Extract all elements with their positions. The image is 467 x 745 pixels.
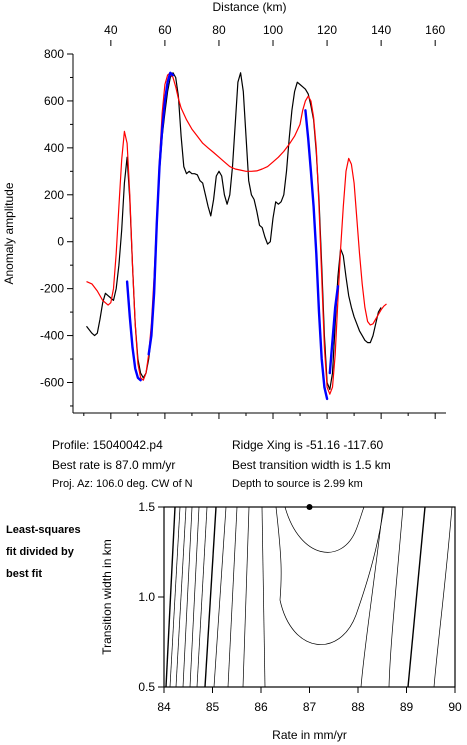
contour-line bbox=[165, 506, 176, 688]
best-fit-marker bbox=[306, 504, 313, 510]
x-tick-label: 85 bbox=[206, 700, 220, 714]
fit-segment bbox=[125, 280, 142, 382]
contour-line bbox=[175, 506, 187, 688]
x-axis-title: Rate in mm/yr bbox=[272, 728, 347, 742]
contour-line bbox=[227, 506, 238, 688]
x-axis-title: Distance (km) bbox=[212, 0, 286, 14]
contour-line bbox=[360, 506, 384, 688]
y-tick-label: 1.0 bbox=[138, 590, 155, 604]
depth-label: Depth to source is 2.99 km bbox=[232, 478, 363, 490]
x-tick-label: 84 bbox=[157, 700, 171, 714]
x-tick-label: 86 bbox=[254, 700, 268, 714]
y-tick-label: 800 bbox=[44, 47, 64, 61]
contour-line bbox=[433, 506, 453, 688]
y-tick-label: 600 bbox=[44, 94, 64, 108]
proj-az-label: Proj. Az: 106.0 deg. CW of N bbox=[52, 478, 193, 490]
y-tick-label: -600 bbox=[40, 375, 64, 389]
contour-line bbox=[275, 506, 385, 645]
y-tick-label: 1.5 bbox=[138, 500, 155, 514]
misfit-contour-chart: 84 85 86 87 88 89 90 Rate in mm/yr 0.5 1.0 1.5 Tran… bbox=[100, 500, 462, 742]
fit-segment bbox=[304, 109, 329, 401]
x-tick-label: 40 bbox=[104, 23, 118, 37]
model-line bbox=[86, 72, 387, 395]
x-tick-label: 160 bbox=[425, 23, 445, 37]
contour-line bbox=[388, 506, 404, 688]
x-tick-label: 60 bbox=[158, 23, 172, 37]
side-note-line-3: best fit bbox=[6, 568, 43, 580]
y-tick-label: 400 bbox=[44, 141, 64, 155]
side-note-line-2: fit divided by bbox=[6, 546, 74, 558]
contour-line bbox=[284, 506, 365, 553]
y-tick-label: 0 bbox=[57, 235, 64, 249]
y-axis-title: Transition width in km bbox=[100, 539, 114, 655]
best-rate-label: Best rate is 87.0 mm/yr bbox=[52, 458, 176, 472]
y-tick-label: -400 bbox=[40, 329, 64, 343]
contour-line bbox=[182, 506, 193, 688]
fit-segment bbox=[147, 71, 175, 356]
contour-line bbox=[204, 506, 217, 688]
x-tick-label: 140 bbox=[371, 23, 391, 37]
profile-label: Profile: 15040042.p4 bbox=[52, 438, 163, 452]
contour-line bbox=[213, 506, 227, 688]
contour-line bbox=[196, 506, 208, 688]
x-tick-label: 100 bbox=[263, 23, 283, 37]
y-axis-title: Anomaly amplitude bbox=[2, 182, 16, 284]
y-tick-label: 0.5 bbox=[138, 680, 155, 694]
contour-line bbox=[242, 506, 250, 688]
contour-line bbox=[169, 506, 181, 688]
plot-frame bbox=[163, 506, 456, 688]
best-width-label: Best transition width is 1.5 km bbox=[232, 458, 391, 472]
x-tick-label: 89 bbox=[400, 700, 414, 714]
x-tick-label: 87 bbox=[303, 700, 317, 714]
x-tick-label: 80 bbox=[212, 23, 226, 37]
side-note-line-1: Least-squares bbox=[6, 524, 81, 536]
x-tick-label: 120 bbox=[317, 23, 337, 37]
y-tick-label: 200 bbox=[44, 188, 64, 202]
y-tick-label: -200 bbox=[40, 282, 64, 296]
contour-line bbox=[407, 506, 426, 688]
ridge-xing-label: Ridge Xing is -51.16 -117.60 bbox=[232, 438, 384, 452]
x-tick-label: 90 bbox=[448, 700, 462, 714]
x-tick-label: 88 bbox=[351, 700, 365, 714]
anomaly-profile-chart: 40 60 80 100 120 140 160 Distance (km) -600 -400 -… bbox=[2, 0, 446, 419]
fit-segment bbox=[328, 285, 340, 375]
contour-line bbox=[189, 506, 200, 688]
contour-line bbox=[261, 506, 266, 688]
